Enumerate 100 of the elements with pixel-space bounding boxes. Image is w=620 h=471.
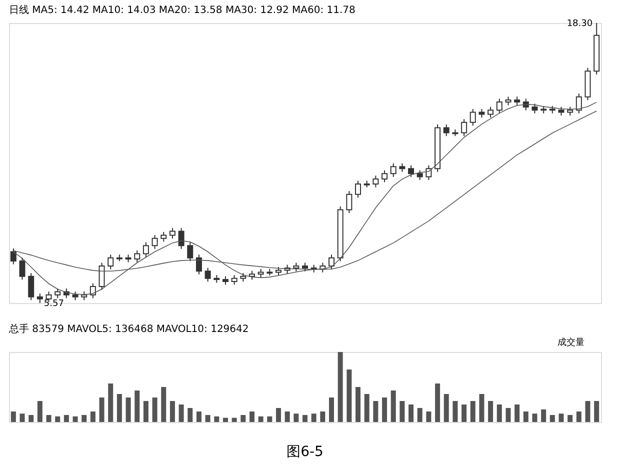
bar [568,415,573,422]
bar [28,415,34,422]
bar [390,390,396,422]
annotation: 18.30 [566,19,593,29]
bar [320,412,326,422]
bar [426,412,432,422]
bar [161,387,166,422]
candlestick [532,103,538,114]
bar [232,418,237,422]
chart-title: 总手 83579 MAVOL5: 136468 MAVOL10: 129642 [8,323,249,335]
candlestick [54,288,61,299]
bar [452,401,458,422]
bar [302,415,308,422]
bar [82,415,87,422]
candlestick [346,190,352,214]
bar [532,414,538,422]
bar [240,415,246,422]
bar [470,401,476,422]
bar [488,401,494,422]
bar [170,401,175,422]
candlestick [355,180,362,198]
candlestick [382,170,388,183]
bar [10,412,16,422]
bar [373,401,378,422]
candlestick [142,242,149,258]
bar [294,414,299,422]
candlestick [169,227,176,240]
candlestick [10,248,16,265]
bar [72,416,78,422]
caption: 图6-5 [286,444,324,460]
bar [55,416,60,422]
bar [99,398,104,422]
bar [506,408,511,422]
annotation: 5.57 [44,299,64,309]
candlestick [470,108,476,126]
bar [585,401,590,422]
bar [258,416,264,422]
candlestick [178,227,184,250]
bar [276,408,281,422]
bar [178,404,184,422]
bar [329,398,334,422]
chart-title: 日线 MA5: 14.42 MA10: 14.03 MA20: 13.58 MA30: 12.92 MA60: 11.78 [9,4,356,16]
candlestick [204,267,211,282]
candlestick [187,242,194,262]
bar [382,398,388,422]
bar [462,404,467,422]
candlestick [160,231,167,242]
candlestick [196,254,202,275]
candlestick [108,254,114,270]
candlestick [576,93,582,114]
bar [152,398,158,422]
bar [134,390,140,422]
bar [408,404,414,422]
candlestick [426,164,432,181]
bar [541,409,546,422]
candlestick [488,106,494,118]
bar [214,416,220,422]
bar [594,401,600,422]
bar [46,415,52,422]
candlestick [408,164,414,178]
candlestick [328,254,335,270]
candlestick [416,170,423,181]
bar [576,412,582,422]
bar [205,415,210,422]
bar [514,404,520,422]
candlestick [134,250,140,263]
candlestick [90,282,96,299]
bar [496,404,502,422]
bar [523,412,528,422]
bar [20,414,25,422]
candlestick [443,124,450,137]
bar [400,401,405,422]
bar [108,384,114,422]
bar [196,412,202,422]
bar [550,415,555,422]
bar [479,394,484,422]
bar [284,412,290,422]
bar [64,415,69,422]
candlestick [231,274,238,286]
bar [338,352,343,422]
bar [267,416,272,422]
candlestick [28,272,34,301]
bar [417,408,422,422]
candlestick [19,257,26,280]
bar [143,401,148,422]
candlestick [461,118,468,137]
bar [356,387,361,422]
candlestick [98,262,105,290]
bar [116,394,122,422]
bar [558,414,564,422]
candlestick [36,293,43,304]
bar [90,412,96,422]
bar [188,408,193,422]
bar [346,370,352,422]
bar [222,418,228,422]
candlestick [390,162,396,178]
bar [311,414,316,422]
candlestick [152,234,158,250]
candlestick [372,175,379,188]
bar [444,394,449,422]
